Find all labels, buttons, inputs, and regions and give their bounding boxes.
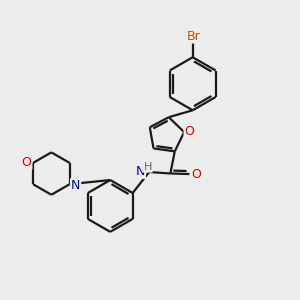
Text: N: N (71, 179, 80, 192)
Text: O: O (184, 125, 194, 138)
Text: O: O (191, 168, 201, 181)
Text: Br: Br (186, 29, 200, 43)
Text: N: N (136, 165, 145, 178)
Text: H: H (143, 162, 152, 172)
Text: O: O (22, 156, 32, 169)
